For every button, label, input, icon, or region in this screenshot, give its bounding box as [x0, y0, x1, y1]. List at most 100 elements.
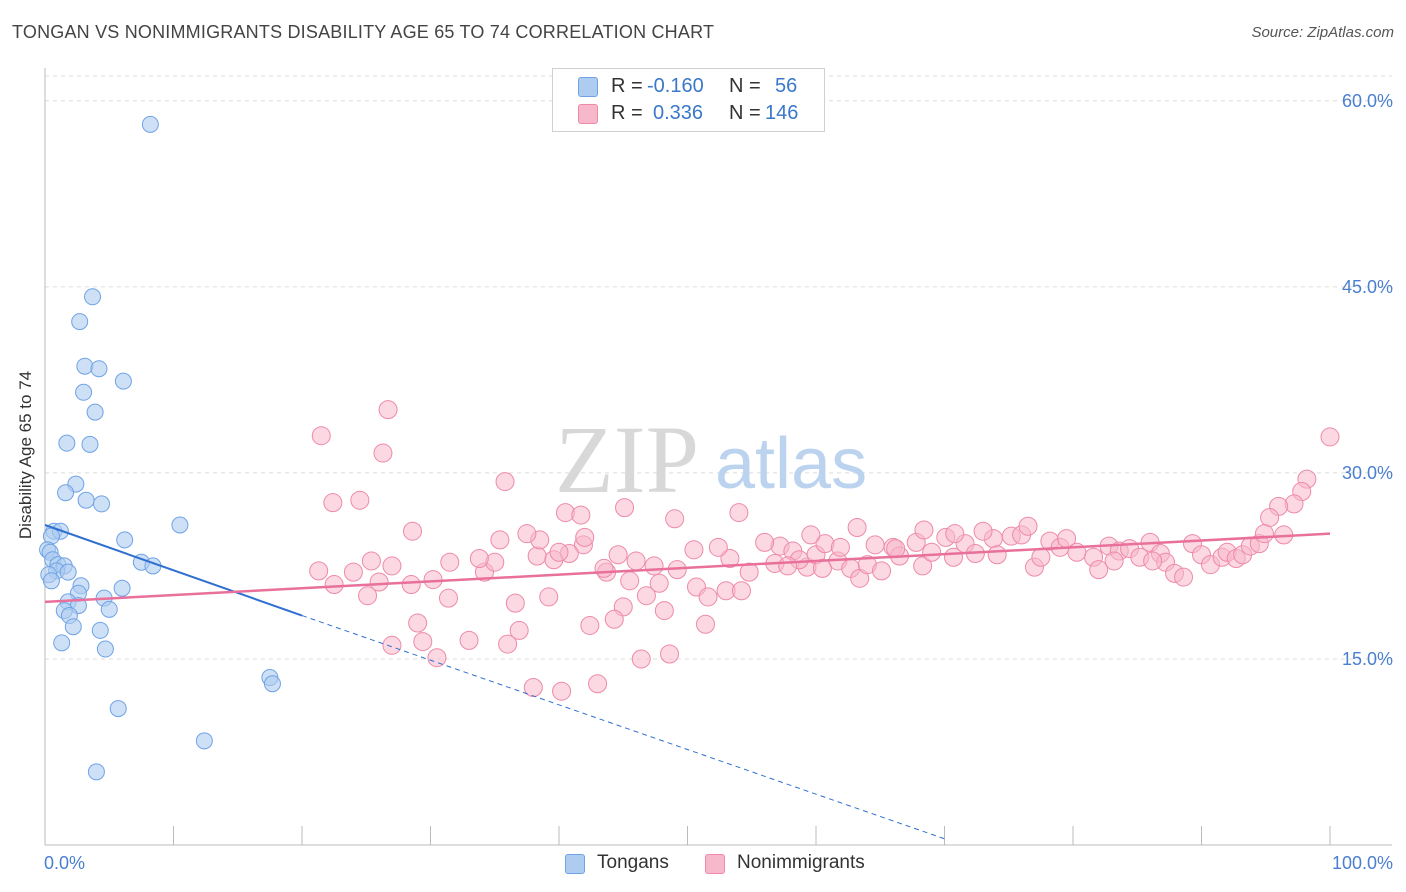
data-point-tongans	[71, 313, 89, 331]
data-point-nonimmigrants	[731, 581, 751, 601]
data-point-nonimmigrants	[580, 615, 600, 635]
legend-n-label: N =	[729, 102, 761, 124]
data-point-nonimmigrants	[361, 551, 381, 571]
data-point-tongans	[141, 115, 159, 133]
data-point-nonimmigrants	[403, 521, 423, 541]
legend-n-value: 146	[765, 102, 799, 124]
data-point-nonimmigrants	[665, 509, 685, 529]
data-point-nonimmigrants	[549, 542, 569, 562]
data-point-nonimmigrants	[654, 601, 674, 621]
data-point-nonimmigrants	[847, 517, 867, 537]
data-point-nonimmigrants	[830, 537, 850, 557]
data-point-tongans	[76, 357, 94, 375]
data-point-tongans	[87, 763, 105, 781]
data-point-nonimmigrants	[720, 548, 740, 568]
data-point-nonimmigrants	[459, 630, 479, 650]
trend-lines	[44, 524, 1331, 840]
data-point-nonimmigrants	[505, 593, 525, 613]
data-point-nonimmigrants	[1254, 524, 1274, 544]
data-point-nonimmigrants	[539, 587, 559, 607]
data-point-nonimmigrants	[343, 562, 363, 582]
data-point-nonimmigrants	[1320, 427, 1340, 447]
y-tick-label: 60.0%	[1342, 91, 1393, 111]
legend-row-nonimmigrants: R = 0.336 N = 146	[553, 100, 824, 128]
legend-n-value: 56	[775, 75, 798, 97]
data-point-nonimmigrants	[1143, 551, 1163, 571]
data-point-nonimmigrants	[604, 609, 624, 629]
legend-swatch-nonimmigrants	[705, 854, 725, 874]
data-point-nonimmigrants	[649, 573, 669, 593]
x-tick-label: 100.0%	[1332, 853, 1393, 873]
legend-swatch-tongans	[578, 77, 598, 97]
data-point-nonimmigrants	[440, 552, 460, 572]
data-point-nonimmigrants	[438, 588, 458, 608]
data-point-nonimmigrants	[695, 614, 715, 634]
data-point-tongans	[109, 700, 127, 718]
data-point-nonimmigrants	[914, 520, 934, 540]
legend-r-label: R =	[611, 75, 643, 97]
data-point-tongans	[77, 491, 95, 509]
data-point-tongans	[86, 403, 104, 421]
y-tick-label: 15.0%	[1342, 649, 1393, 669]
data-point-nonimmigrants	[401, 575, 421, 595]
y-tick-label: 30.0%	[1342, 463, 1393, 483]
trend-line-nonimmigrants	[44, 532, 1331, 604]
data-point-tongans	[96, 640, 114, 658]
data-point-tongans	[84, 288, 102, 306]
y-tick-labels: 15.0% 30.0% 45.0% 60.0%	[1342, 91, 1393, 669]
data-point-nonimmigrants	[987, 545, 1007, 565]
data-point-tongans	[113, 579, 131, 597]
legend-r-value: -0.160	[647, 75, 704, 97]
data-point-nonimmigrants	[517, 524, 537, 544]
data-point-nonimmigrants	[358, 586, 378, 606]
data-point-nonimmigrants	[801, 525, 821, 545]
x-tick-labels: 0.0% 100.0%	[44, 853, 1393, 873]
data-point-nonimmigrants	[378, 400, 398, 420]
data-point-nonimmigrants	[423, 570, 443, 590]
y-tick-label: 45.0%	[1342, 277, 1393, 297]
source-label: Source: ZipAtlas.com	[1251, 24, 1394, 41]
data-point-nonimmigrants	[608, 545, 628, 565]
data-point-nonimmigrants	[498, 634, 518, 654]
data-point-nonimmigrants	[324, 575, 344, 595]
data-point-nonimmigrants	[1104, 551, 1124, 571]
data-point-nonimmigrants	[1031, 547, 1051, 567]
data-point-tongans	[75, 383, 93, 401]
data-point-nonimmigrants	[644, 556, 664, 576]
data-point-nonimmigrants	[1089, 560, 1109, 580]
data-point-nonimmigrants	[631, 649, 651, 669]
legend-swatch-tongans	[565, 854, 585, 874]
data-point-tongans	[100, 600, 118, 618]
data-point-nonimmigrants	[594, 558, 614, 578]
data-point-nonimmigrants	[620, 571, 640, 591]
data-point-nonimmigrants	[945, 524, 965, 544]
data-point-nonimmigrants	[495, 472, 515, 492]
y-axis-label: Disability Age 65 to 74	[16, 370, 35, 540]
data-point-nonimmigrants	[571, 505, 591, 525]
legend-n-label: N =	[729, 75, 761, 97]
data-point-nonimmigrants	[373, 443, 393, 463]
data-point-nonimmigrants	[660, 644, 680, 664]
chart-title: TONGAN VS NONIMMIGRANTS DISABILITY AGE 6…	[12, 22, 715, 42]
data-point-nonimmigrants	[413, 632, 433, 652]
data-point-nonimmigrants	[1018, 516, 1038, 536]
data-point-nonimmigrants	[886, 539, 906, 559]
data-point-nonimmigrants	[575, 527, 595, 547]
data-point-tongans	[114, 372, 132, 390]
data-point-nonimmigrants	[382, 556, 402, 576]
data-point-nonimmigrants	[865, 535, 885, 555]
data-point-tongans	[53, 634, 71, 652]
legend-label-tongans: Tongans	[597, 852, 669, 873]
data-point-nonimmigrants	[708, 537, 728, 557]
data-point-tongans	[59, 563, 77, 581]
data-point-nonimmigrants	[350, 490, 370, 510]
trend-line-tongans	[44, 524, 303, 617]
data-point-tongans	[116, 531, 134, 549]
data-point-tongans	[81, 435, 99, 453]
data-point-tongans	[58, 434, 76, 452]
legend-swatch-nonimmigrants	[578, 104, 598, 124]
data-point-nonimmigrants	[369, 572, 389, 592]
data-point-tongans	[64, 618, 82, 636]
correlation-legend: R = -0.160 N = 56 R = 0.336 N = 146	[552, 68, 825, 132]
